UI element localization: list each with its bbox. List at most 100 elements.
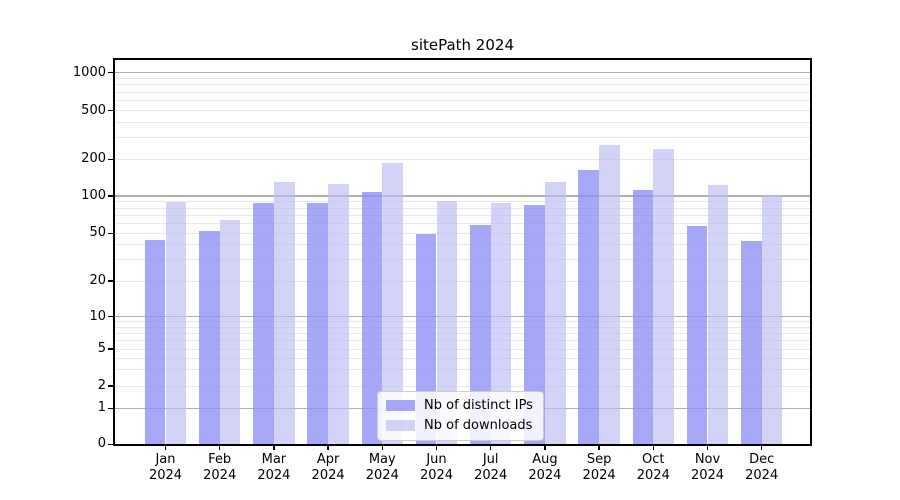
bar-distinct-ips xyxy=(524,204,545,444)
x-tick-label: Jan 2024 xyxy=(148,452,183,483)
bar-distinct-ips xyxy=(632,190,654,444)
bar-downloads xyxy=(599,145,620,444)
x-tick-mark xyxy=(544,446,546,450)
bar-distinct-ips xyxy=(144,239,166,444)
x-tick-mark xyxy=(327,446,329,450)
x-tick-mark xyxy=(164,446,167,450)
x-tick-label: Jul 2024 xyxy=(474,452,508,483)
minor-gridline xyxy=(115,222,810,224)
bar-distinct-ips xyxy=(469,225,491,444)
bar-distinct-ips xyxy=(253,202,274,444)
plot-area xyxy=(115,60,810,444)
bar-downloads xyxy=(382,163,404,444)
y-tick-mark xyxy=(108,195,113,197)
bar-downloads xyxy=(273,182,295,444)
x-tick-mark xyxy=(218,446,221,450)
chart-title: sitePath 2024 xyxy=(411,36,514,54)
major-gridline xyxy=(115,72,810,74)
y-tick-label: 100 xyxy=(81,188,106,203)
minor-gridline xyxy=(115,137,810,139)
minor-gridline xyxy=(115,207,810,209)
y-tick-label: 50 xyxy=(89,225,106,241)
minor-gridline xyxy=(115,201,810,203)
x-tick-mark xyxy=(706,446,709,450)
minor-gridline xyxy=(115,259,810,261)
x-tick-label: Dec 2024 xyxy=(745,452,779,483)
x-tick-label: Apr 2024 xyxy=(311,452,345,483)
bar-distinct-ips xyxy=(307,202,329,444)
x-tick-mark xyxy=(435,446,438,450)
minor-gridline xyxy=(115,326,810,328)
minor-gridline xyxy=(115,232,810,234)
x-tick-label: Sep 2024 xyxy=(582,452,616,483)
bar-distinct-ips xyxy=(361,192,383,444)
minor-gridline xyxy=(115,357,810,359)
x-tick-mark xyxy=(598,446,600,450)
bar-downloads xyxy=(165,201,187,444)
y-tick-mark xyxy=(108,232,113,235)
y-tick-mark xyxy=(108,348,113,350)
bar-distinct-ips xyxy=(686,226,708,444)
x-tick-label: Mar 2024 xyxy=(257,452,291,483)
y-tick-mark xyxy=(108,385,113,387)
minor-gridline xyxy=(115,244,810,246)
x-tick-label: Aug 2024 xyxy=(528,452,562,483)
y-tick-label: 10 xyxy=(89,308,106,324)
bar-distinct-ips xyxy=(198,231,220,444)
y-tick-label: 200 xyxy=(81,151,106,167)
x-tick-label: Jun 2024 xyxy=(419,452,454,483)
minor-gridline xyxy=(115,158,810,160)
y-tick-mark xyxy=(108,443,113,446)
x-tick-mark xyxy=(381,446,384,450)
minor-gridline xyxy=(115,332,810,334)
y-tick-mark xyxy=(108,158,113,161)
distinct-ips-swatch-icon xyxy=(386,400,415,411)
bar-downloads xyxy=(436,201,458,444)
minor-gridline xyxy=(115,84,810,86)
y-tick-mark xyxy=(108,315,113,318)
minor-gridline xyxy=(115,214,810,216)
y-tick-mark xyxy=(108,109,113,112)
bar-distinct-ips xyxy=(578,170,600,444)
bar-downloads xyxy=(219,220,241,444)
minor-gridline xyxy=(115,321,810,323)
minor-gridline xyxy=(115,340,810,341)
major-gridline xyxy=(115,316,810,318)
x-tick-label: Oct 2024 xyxy=(636,452,670,483)
minor-gridline xyxy=(115,385,810,387)
bar-downloads xyxy=(653,148,675,444)
minor-gridline xyxy=(115,100,810,102)
minor-gridline xyxy=(115,348,810,350)
bar-downloads xyxy=(544,182,566,444)
bar-distinct-ips xyxy=(740,241,762,444)
major-gridline xyxy=(115,195,810,197)
y-tick-label: 2 xyxy=(97,378,106,393)
legend-item-downloads: Nb of downloads xyxy=(386,417,533,434)
x-tick-mark xyxy=(273,446,275,450)
y-tick-mark xyxy=(108,407,113,410)
legend-label: Nb of downloads xyxy=(424,418,533,433)
x-tick-mark xyxy=(760,446,763,450)
downloads-swatch-icon xyxy=(386,420,415,431)
minor-gridline xyxy=(115,91,810,93)
y-tick-mark xyxy=(108,71,113,74)
y-tick-label: 0 xyxy=(97,436,106,452)
y-tick-label: 1000 xyxy=(72,64,106,80)
y-tick-label: 500 xyxy=(81,102,106,118)
minor-gridline xyxy=(115,122,810,124)
y-tick-mark xyxy=(108,280,113,282)
y-tick-label: 1 xyxy=(97,400,106,416)
y-tick-label: 20 xyxy=(89,273,106,288)
bar-downloads xyxy=(328,184,349,444)
minor-gridline xyxy=(115,280,810,282)
legend-label: Nb of distinct IPs xyxy=(424,398,533,413)
minor-gridline xyxy=(115,369,810,371)
x-tick-mark xyxy=(489,446,492,450)
bar-downloads xyxy=(490,203,512,444)
bar-downloads xyxy=(761,195,783,444)
y-tick-label: 5 xyxy=(97,341,106,356)
x-tick-label: Feb 2024 xyxy=(203,452,237,483)
bar-downloads xyxy=(707,185,729,444)
x-tick-label: Nov 2024 xyxy=(690,452,725,483)
